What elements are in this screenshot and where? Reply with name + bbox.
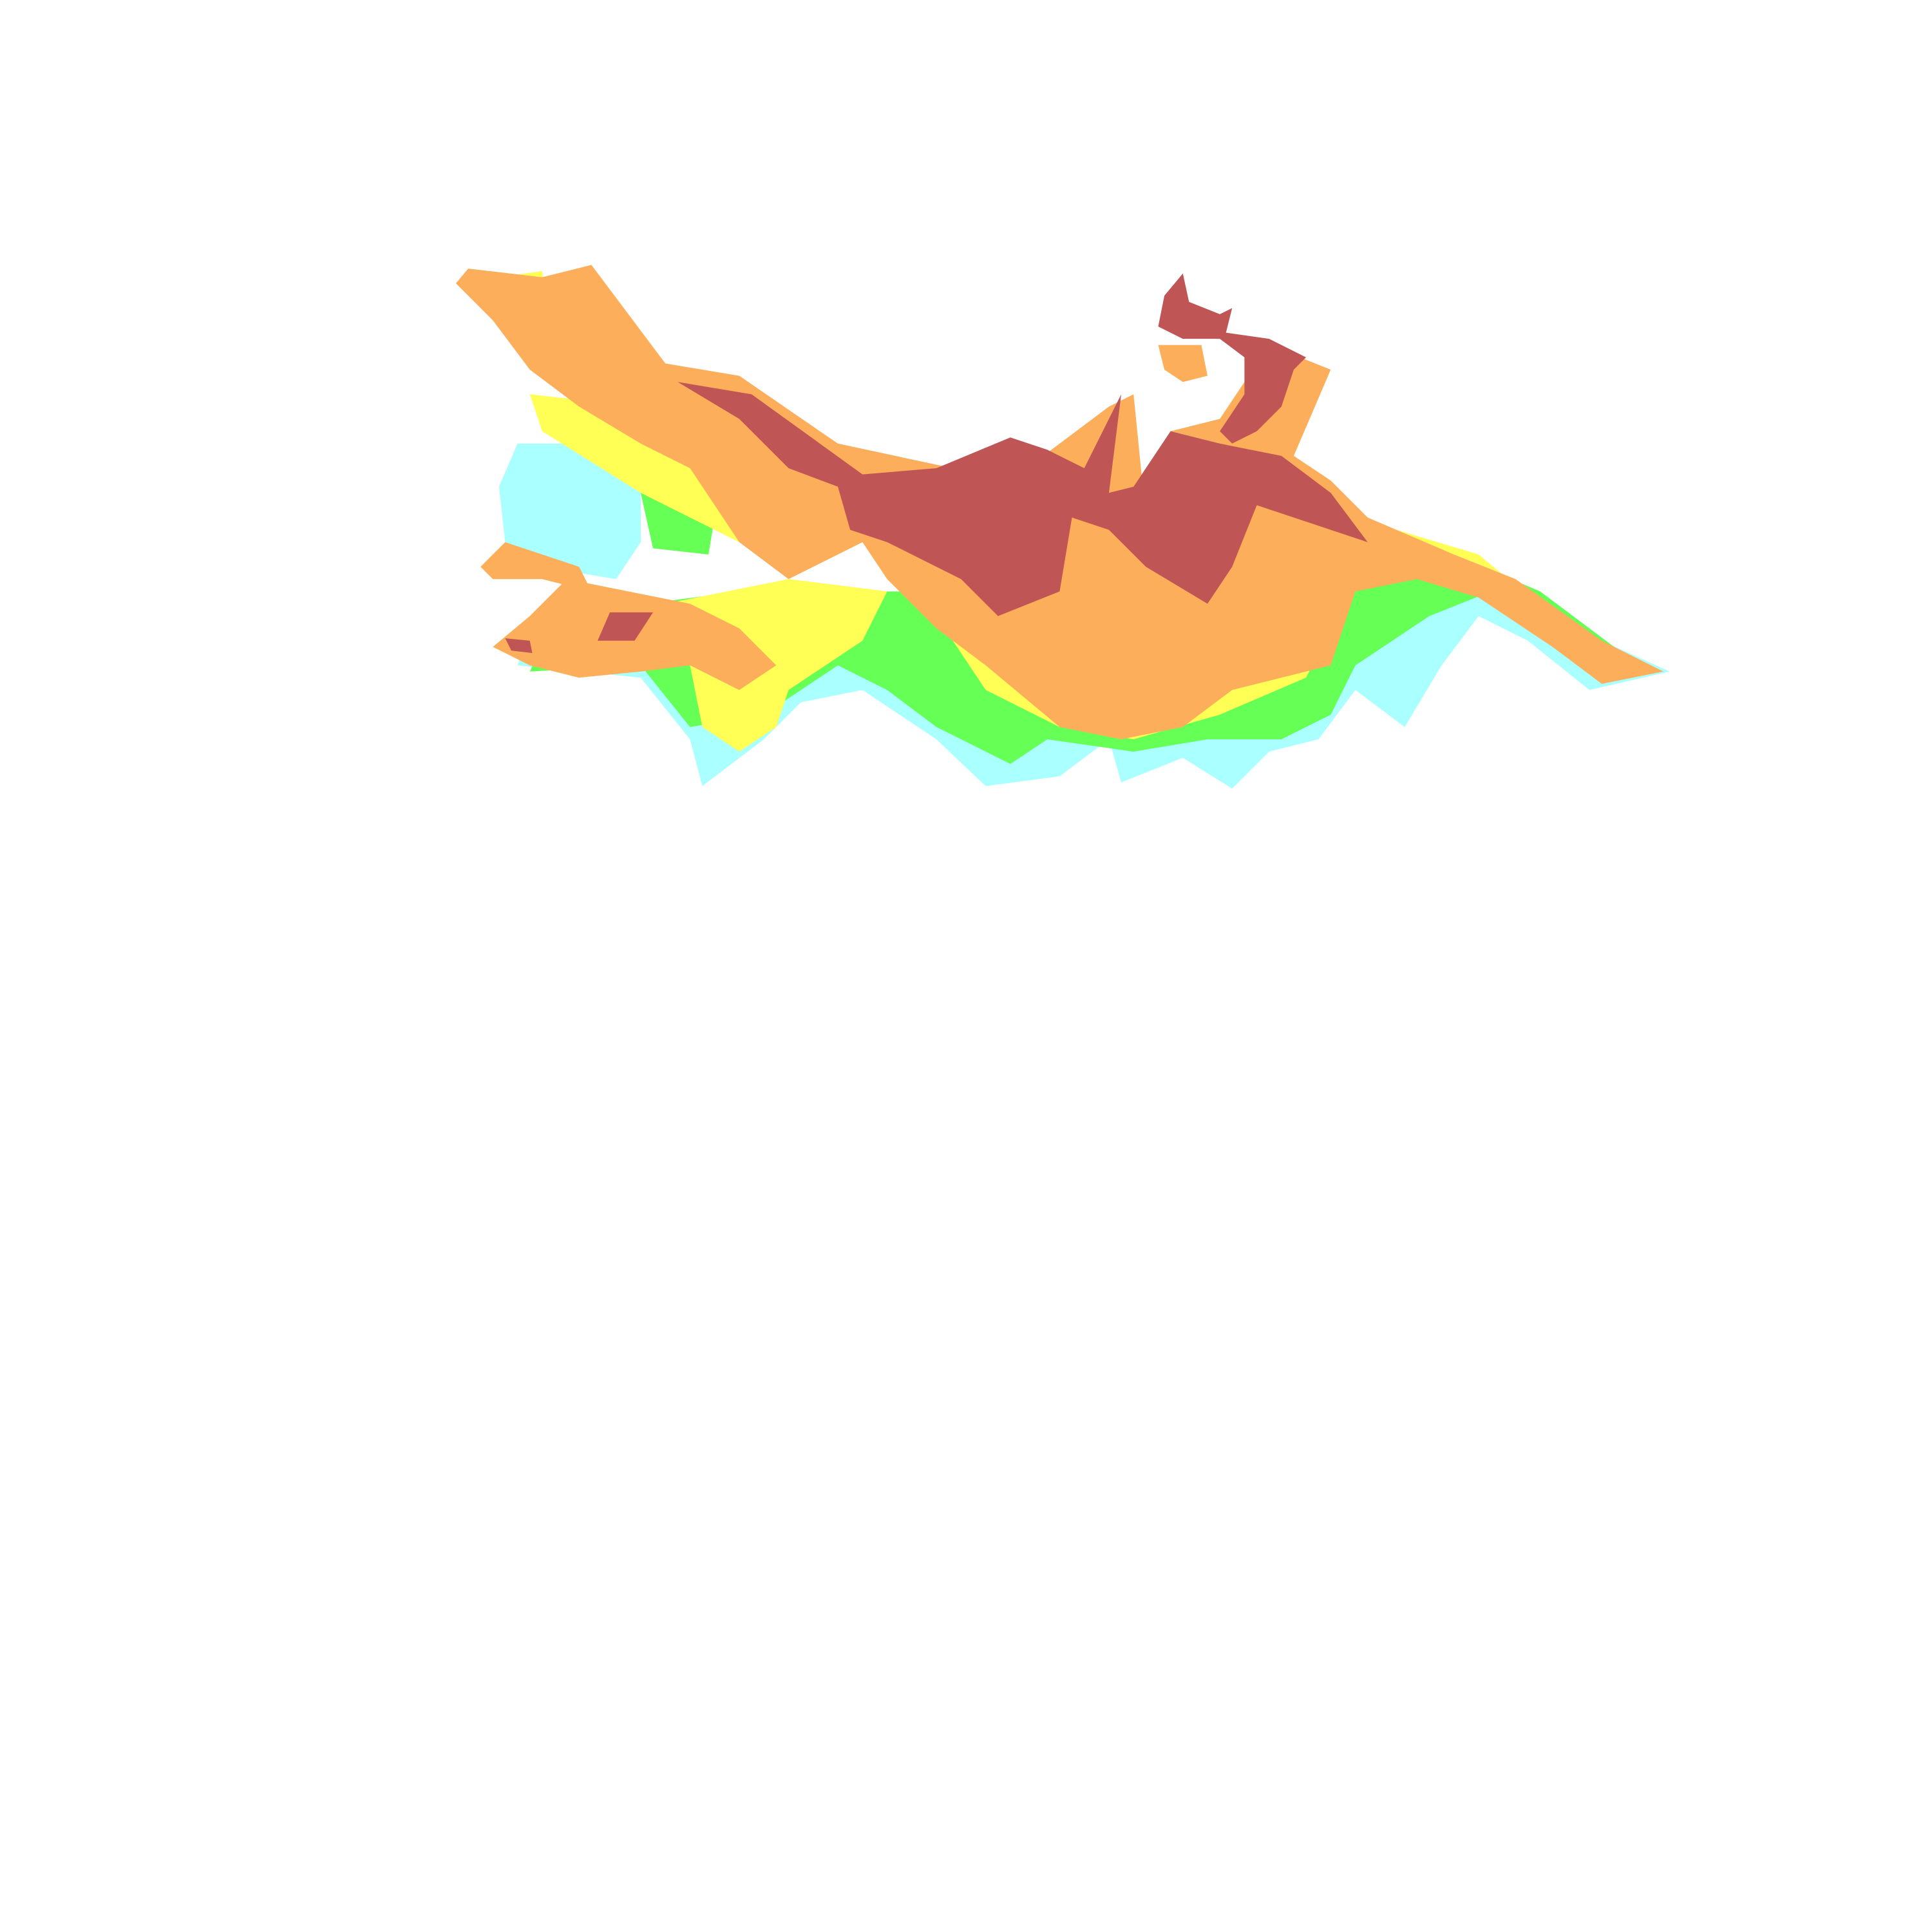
red-zone-west-spot xyxy=(505,638,533,654)
yellow-zone-nw xyxy=(529,394,739,542)
red-zone-rectangle xyxy=(597,612,654,641)
red-zone-main xyxy=(677,382,1368,616)
cyan-zone-west xyxy=(498,443,641,580)
class-5-region xyxy=(505,273,1368,654)
green-zone-west xyxy=(640,493,715,554)
orange-zone-north-islet xyxy=(1158,345,1208,383)
red-zone-north-peninsula xyxy=(1158,273,1307,444)
